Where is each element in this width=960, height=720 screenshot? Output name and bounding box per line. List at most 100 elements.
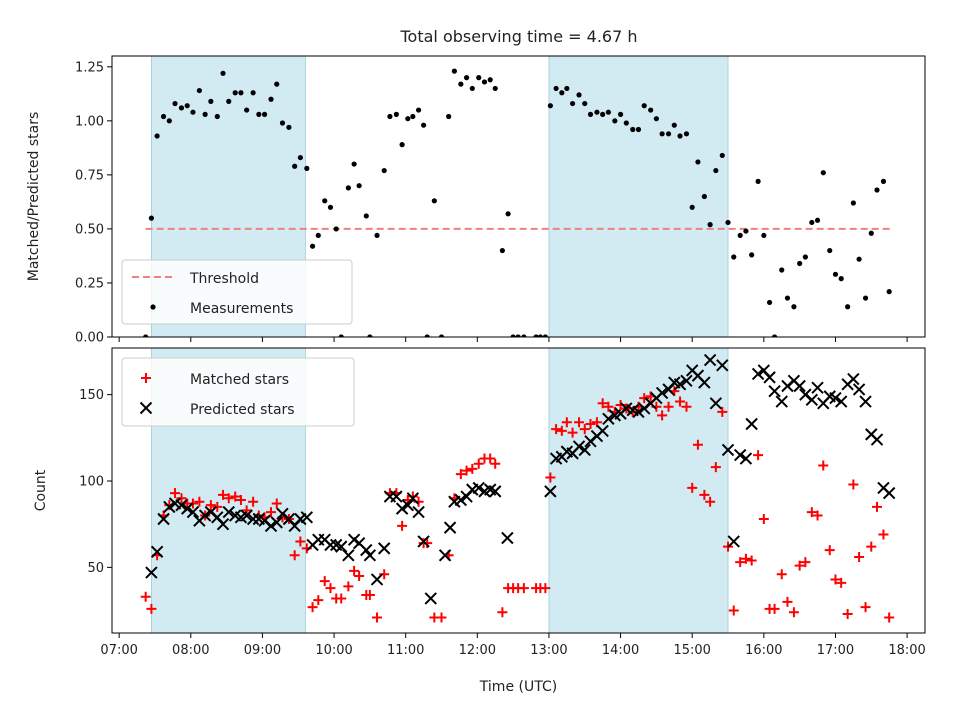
- data-point: [220, 70, 226, 76]
- x-axis-label: Time (UTC): [479, 679, 557, 695]
- data-point: [377, 542, 391, 555]
- data-point: [591, 417, 602, 428]
- data-point: [241, 505, 252, 516]
- data-point: [446, 113, 452, 120]
- data-point: [266, 507, 277, 518]
- data-point: [641, 103, 647, 109]
- x-tick-label: 11:00: [387, 643, 424, 658]
- data-point: [561, 417, 572, 428]
- data-point: [587, 111, 594, 117]
- data-point: [878, 529, 889, 540]
- data-point: [194, 496, 205, 507]
- data-point: [424, 592, 437, 605]
- data-point: [545, 472, 556, 483]
- data-point: [547, 103, 553, 109]
- data-point: [372, 612, 383, 623]
- data-point: [190, 109, 196, 115]
- data-point: [727, 535, 740, 548]
- data-point: [659, 131, 665, 137]
- data-point: [847, 372, 860, 386]
- axes-frame: [111, 55, 926, 338]
- data-point: [739, 452, 753, 465]
- data-point: [490, 458, 501, 469]
- data-point: [364, 590, 375, 600]
- data-point: [222, 505, 235, 519]
- data-point: [458, 81, 464, 87]
- plot-area: [140, 353, 896, 623]
- data-point: [673, 378, 687, 391]
- data-point: [336, 593, 347, 604]
- x-tick-label: 18:00: [888, 643, 925, 658]
- data-point: [395, 502, 409, 515]
- data-point: [559, 90, 565, 96]
- data-point: [499, 247, 505, 254]
- data-point: [671, 122, 677, 128]
- data-point: [848, 479, 859, 490]
- data-point: [154, 133, 160, 139]
- data-point: [731, 254, 737, 260]
- data-point: [250, 90, 256, 96]
- y-tick-label: 1.00: [75, 114, 104, 129]
- data-point: [422, 538, 433, 549]
- data-point: [886, 289, 892, 295]
- figure-title: Total observing time = 4.67 h: [399, 27, 637, 46]
- data-point: [832, 271, 839, 277]
- data-point: [387, 113, 393, 120]
- data-point: [289, 550, 300, 561]
- shaded-interval-1: [548, 347, 729, 634]
- data-point: [533, 334, 539, 337]
- data-point: [596, 424, 609, 438]
- data-point: [349, 565, 360, 576]
- data-point: [775, 395, 788, 408]
- data-point: [438, 334, 445, 337]
- data-point: [342, 549, 355, 562]
- data-point: [721, 443, 735, 457]
- data-point: [868, 230, 874, 236]
- data-point: [248, 496, 259, 507]
- y-tick-label: 0.25: [75, 276, 104, 291]
- data-point: [417, 535, 430, 548]
- data-point: [743, 228, 749, 234]
- data-point: [467, 463, 478, 474]
- legend-predicted-label: Predicted stars: [190, 402, 295, 418]
- top-panel: 0.00 0.25 0.50 0.75 1.00 1.25 Matched/Predicte…: [26, 55, 926, 346]
- data-point: [261, 111, 268, 117]
- data-point: [163, 500, 176, 514]
- data-point: [335, 540, 348, 553]
- data-point: [343, 581, 354, 592]
- data-point: [838, 276, 844, 282]
- data-point: [338, 334, 344, 337]
- data-point: [487, 77, 493, 83]
- data-point: [157, 512, 170, 526]
- data-point: [749, 252, 755, 258]
- legend-measurements-label: Measurements: [190, 301, 293, 317]
- series-matched-stars: [140, 386, 895, 623]
- data-point: [485, 453, 496, 464]
- data-point: [812, 510, 823, 521]
- data-point: [699, 489, 710, 500]
- data-point: [356, 183, 362, 189]
- data-point: [264, 519, 278, 533]
- data-point: [579, 424, 590, 435]
- data-point: [150, 545, 164, 559]
- data-point: [884, 612, 895, 623]
- data-point: [198, 509, 212, 522]
- data-point: [574, 417, 585, 428]
- data-point: [860, 602, 871, 613]
- data-point: [635, 126, 642, 133]
- data-point: [399, 142, 405, 148]
- data-point: [859, 395, 872, 408]
- data-point: [717, 406, 728, 417]
- data-point: [603, 401, 614, 412]
- x-tick-label: 14:00: [602, 643, 639, 658]
- data-point: [663, 401, 674, 412]
- data-point: [540, 583, 551, 594]
- data-point: [244, 107, 250, 113]
- data-point: [709, 397, 723, 410]
- data-point: [274, 81, 280, 87]
- legend-threshold-label: Threshold: [189, 271, 259, 287]
- data-point: [172, 100, 178, 107]
- data-point: [623, 120, 629, 126]
- data-point: [683, 131, 690, 137]
- data-point: [367, 334, 373, 337]
